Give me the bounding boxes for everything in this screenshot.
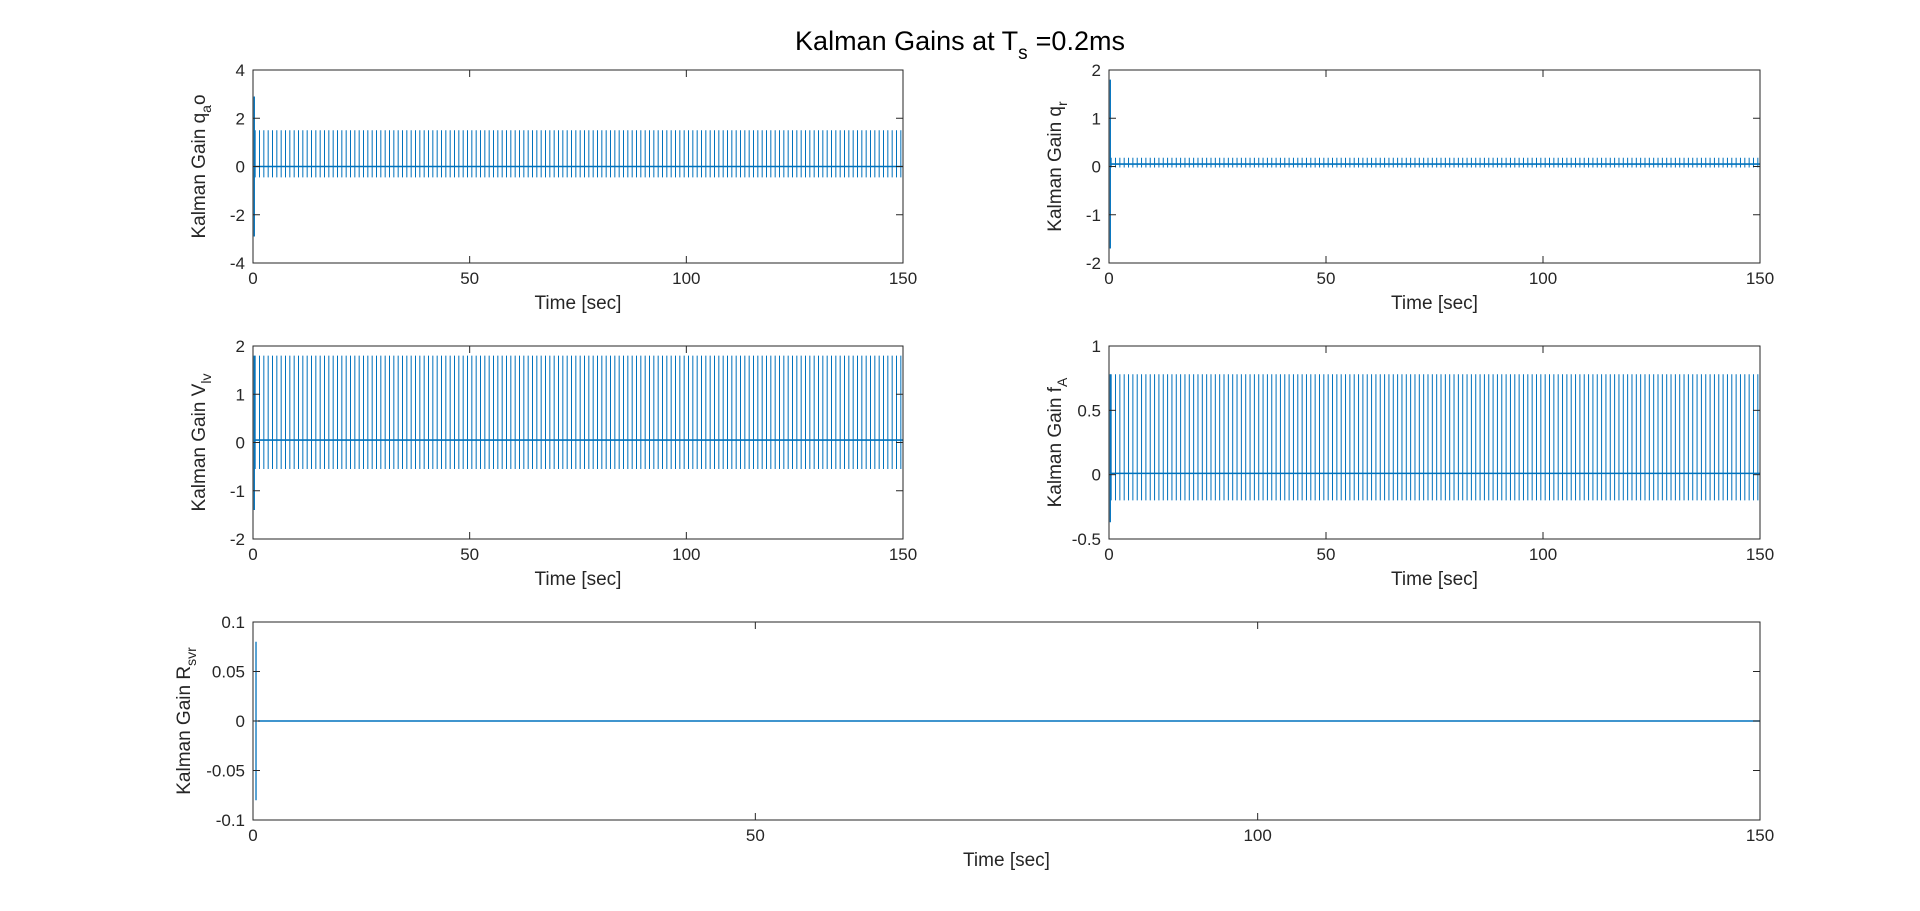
x-tick-label: 0 bbox=[248, 545, 257, 564]
y-axis-label: Kalman Gain fA bbox=[1045, 377, 1070, 507]
y-tick-label: 1 bbox=[1092, 109, 1101, 128]
y-tick-label: -0.5 bbox=[1072, 530, 1101, 549]
x-tick-label: 150 bbox=[1746, 269, 1774, 288]
x-axis-label: Time [sec] bbox=[1391, 293, 1478, 314]
plot-area bbox=[1109, 346, 1760, 539]
series-line bbox=[1109, 374, 1760, 523]
y-tick-label: -2 bbox=[1086, 254, 1101, 273]
y-axis-label: Kalman Gain Vlv bbox=[189, 374, 214, 512]
y-tick-label: 0 bbox=[1092, 466, 1101, 485]
y-axis-label: Kalman Gain qao bbox=[189, 94, 214, 238]
x-tick-label: 150 bbox=[1746, 826, 1774, 845]
y-tick-label: 1 bbox=[236, 385, 245, 404]
oscillation-band bbox=[1110, 374, 1759, 501]
y-axis-label-suffix: o bbox=[189, 94, 210, 105]
y-tick-label: 0 bbox=[1092, 158, 1101, 177]
x-tick-label: 100 bbox=[672, 269, 700, 288]
x-tick-label: 150 bbox=[889, 269, 917, 288]
y-tick-label: -0.05 bbox=[206, 762, 245, 781]
axes-box bbox=[1108, 345, 1761, 540]
series-line bbox=[253, 96, 903, 237]
x-axis-label: Time [sec] bbox=[963, 850, 1050, 871]
y-axis-label-subscript: A bbox=[1054, 377, 1070, 387]
y-axis-label: Kalman Gain qr bbox=[1045, 101, 1070, 232]
x-tick-label: 0 bbox=[1104, 269, 1113, 288]
y-tick-label: -2 bbox=[230, 530, 245, 549]
oscillation-band bbox=[1110, 157, 1759, 168]
x-tick-label: 150 bbox=[889, 545, 917, 564]
figure-title-main: Kalman Gains at T bbox=[795, 26, 1018, 56]
subplot-5: 0 50 100 150 -0.1 -0.05 0 0.05 0.1 Time [sec] Kalm… bbox=[174, 613, 1774, 871]
x-tick-label: 50 bbox=[1317, 545, 1336, 564]
oscillation-band bbox=[254, 355, 902, 470]
plot-area bbox=[253, 346, 903, 539]
x-tick-label: 0 bbox=[248, 269, 257, 288]
figure-title-subscript: s bbox=[1018, 43, 1028, 64]
y-tick-label: 0.1 bbox=[221, 613, 245, 632]
y-tick-label: 0.5 bbox=[1077, 401, 1101, 420]
y-tick-label: -4 bbox=[230, 254, 245, 273]
y-tick-label: 2 bbox=[1092, 61, 1101, 80]
y-axis-label-subscript: r bbox=[1054, 101, 1070, 106]
y-tick-label: 0.05 bbox=[212, 663, 245, 682]
y-tick-label: 0 bbox=[236, 158, 245, 177]
x-tick-label: 150 bbox=[1746, 545, 1774, 564]
x-tick-label: 50 bbox=[746, 826, 765, 845]
y-axis-label-subscript: svr bbox=[183, 647, 199, 666]
x-tick-label: 100 bbox=[672, 545, 700, 564]
subplot-1: 0 50 100 150 -4 -2 0 2 4 Time [sec] Kalman Gain qa… bbox=[189, 61, 917, 314]
oscillation-band bbox=[254, 130, 902, 178]
x-axis-label: Time [sec] bbox=[535, 569, 622, 590]
x-axis-label: Time [sec] bbox=[1391, 569, 1478, 590]
x-tick-label: 0 bbox=[248, 826, 257, 845]
y-axis-label-main: Kalman Gain q bbox=[189, 113, 210, 239]
y-tick-label: -1 bbox=[230, 482, 245, 501]
y-axis-label-main: Kalman Gain f bbox=[1045, 386, 1066, 507]
y-axis-label-subscript: lv bbox=[198, 374, 214, 384]
y-tick-label: 0 bbox=[236, 712, 245, 731]
y-axis-label-main: Kalman Gain R bbox=[174, 666, 195, 795]
subplot-3: 0 50 100 150 -2 -1 0 1 2 Time [sec] Kalman Gain Vl… bbox=[189, 337, 917, 590]
y-tick-label: -1 bbox=[1086, 206, 1101, 225]
y-tick-label: -2 bbox=[230, 206, 245, 225]
x-tick-label: 50 bbox=[460, 545, 479, 564]
x-tick-label: 100 bbox=[1529, 545, 1557, 564]
y-tick-label: 0 bbox=[236, 434, 245, 453]
y-tick-label: 4 bbox=[236, 61, 245, 80]
y-axis-label-main: Kalman Gain V bbox=[189, 383, 210, 511]
x-tick-label: 50 bbox=[460, 269, 479, 288]
y-axis-label-subscript: a bbox=[198, 105, 214, 113]
x-axis-label: Time [sec] bbox=[535, 293, 622, 314]
y-tick-label: 1 bbox=[1092, 337, 1101, 356]
y-axis-label: Kalman Gain Rsvr bbox=[174, 647, 199, 795]
figure-title-suffix: =0.2ms bbox=[1036, 26, 1125, 56]
y-tick-label: 2 bbox=[236, 109, 245, 128]
subplot-2: 0 50 100 150 -2 -1 0 1 2 Time [sec] Kalman Gain qr bbox=[1045, 61, 1774, 314]
y-tick-label: 2 bbox=[236, 337, 245, 356]
series-line bbox=[1109, 79, 1760, 249]
plot-area bbox=[1109, 70, 1760, 263]
y-tick-label: -0.1 bbox=[216, 811, 245, 830]
series-line bbox=[253, 355, 903, 511]
y-axis-label-main: Kalman Gain q bbox=[1045, 106, 1066, 232]
x-tick-label: 100 bbox=[1529, 269, 1557, 288]
figure-title: Kalman Gains at Ts =0.2ms bbox=[795, 26, 1125, 64]
x-tick-label: 100 bbox=[1243, 826, 1271, 845]
x-tick-label: 50 bbox=[1317, 269, 1336, 288]
x-tick-label: 0 bbox=[1104, 545, 1113, 564]
